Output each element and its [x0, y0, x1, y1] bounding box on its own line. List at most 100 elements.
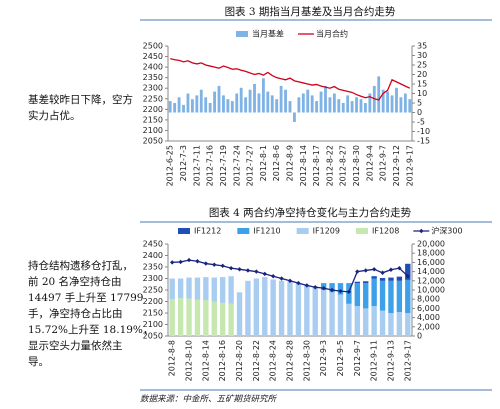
- bar: [293, 112, 296, 122]
- marker: [254, 269, 259, 274]
- bar: [306, 89, 310, 113]
- x-tick-label: 2012-9-17: [405, 145, 414, 186]
- note-line: 显示空头力量依然主: [28, 340, 123, 352]
- bar: [328, 97, 332, 113]
- bar: [337, 283, 344, 295]
- bar: [204, 97, 208, 113]
- bar: [261, 78, 265, 113]
- marker: [388, 267, 394, 272]
- x-tick-label: 2012-9-5: [336, 340, 345, 376]
- legend-label: IF1209: [313, 227, 340, 236]
- x-tick-label: 2012-9-12: [392, 145, 401, 186]
- bar: [312, 286, 318, 336]
- x-tick-label: 2012-8-22: [252, 340, 261, 381]
- bar: [408, 99, 412, 113]
- note-line: 前 20 名净空持仓由: [28, 276, 122, 288]
- x-tick-label: 2012-7-16: [206, 145, 215, 186]
- y2-tick-label: 15: [417, 80, 427, 89]
- x-tick-label: 2012-9-11: [370, 340, 379, 381]
- x-tick-label: 2012-9-4: [365, 145, 374, 181]
- bar: [371, 278, 377, 307]
- marker: [304, 283, 310, 288]
- y-tick-label: 2150: [143, 309, 163, 318]
- y-tick-label: 2200: [143, 297, 163, 306]
- marker: [279, 276, 284, 281]
- bar: [253, 278, 260, 336]
- x-tick-label: 2012-7-27: [246, 145, 255, 186]
- y2-tick-label: 35: [417, 42, 427, 51]
- bar: [266, 91, 270, 113]
- bar: [199, 89, 203, 113]
- bar: [226, 99, 230, 113]
- note-line: 14497 手上升至 17799: [28, 292, 144, 304]
- bar: [245, 280, 251, 336]
- bar: [403, 93, 407, 113]
- legend-label: 当月合约: [316, 29, 348, 39]
- bar: [208, 103, 212, 113]
- bar: [213, 91, 217, 113]
- marker: [212, 262, 217, 267]
- legend-label: IF1212: [194, 227, 221, 236]
- x-tick-label: 2012-8-16: [218, 340, 227, 381]
- x-tick-label: 2012-9-7: [379, 145, 388, 181]
- bar: [329, 292, 335, 336]
- bar: [354, 281, 361, 284]
- y2-tick-label: 0: [417, 332, 422, 341]
- bar: [399, 97, 403, 113]
- y2-tick-label: -5: [417, 118, 425, 127]
- chart-title: 图表 3 期指当月基差及当月合约走势: [225, 5, 396, 18]
- bar: [222, 95, 225, 113]
- bar: [219, 302, 226, 336]
- bar: [346, 95, 350, 113]
- x-tick-label: 2012-8-27: [339, 145, 348, 186]
- y2-tick-label: 20: [417, 70, 427, 79]
- marker: [228, 265, 234, 271]
- y-tick-label: 2350: [143, 73, 163, 82]
- marker: [371, 267, 377, 272]
- note-line: 基差较昨日下降，空方: [28, 94, 133, 106]
- y-tick-label: 2300: [143, 84, 163, 93]
- bar: [295, 283, 302, 336]
- bar: [244, 97, 248, 113]
- marker: [178, 259, 183, 265]
- marker: [397, 265, 402, 271]
- legend-swatch: [236, 31, 248, 37]
- x-tick-label: 2012-8-22: [325, 145, 334, 186]
- legend-swatch: [296, 228, 309, 234]
- bar: [194, 299, 201, 336]
- y-tick-label: 2350: [143, 263, 163, 272]
- legend-label: 当月基差: [252, 29, 284, 39]
- bar: [236, 292, 243, 336]
- y-tick-label: 2200: [143, 105, 163, 114]
- line: [170, 58, 411, 101]
- chart-title: 图表 4 两合约净空持仓变化与主力合约走势: [209, 206, 412, 219]
- bar: [279, 85, 283, 113]
- bar: [177, 298, 184, 336]
- bar: [310, 95, 314, 113]
- x-tick-label: 2012-6-25: [166, 145, 175, 186]
- y-tick-label: 2400: [143, 251, 163, 260]
- bar: [186, 93, 190, 113]
- bar: [332, 93, 336, 113]
- y-tick-label: 2150: [143, 115, 163, 124]
- bar: [379, 310, 386, 336]
- marker: [270, 274, 276, 279]
- y2-tick-label: 10: [417, 89, 427, 98]
- bar: [284, 89, 287, 113]
- y-tick-label: 2100: [143, 126, 163, 135]
- note-line: 导。: [28, 356, 49, 368]
- x-tick-label: 2012-7-24: [232, 145, 241, 186]
- x-tick-label: 2012-8-30: [302, 340, 311, 381]
- x-tick-label: 2012-9-13: [386, 340, 395, 381]
- bar: [381, 89, 385, 113]
- bar: [395, 87, 398, 113]
- y-tick-label: 2050: [143, 332, 163, 341]
- bar: [388, 277, 394, 281]
- marker: [329, 287, 335, 293]
- bar: [195, 95, 199, 113]
- x-tick-label: 2012-8-8: [168, 340, 177, 376]
- marker: [186, 257, 192, 263]
- y-tick-label: 2100: [143, 320, 163, 329]
- marker: [355, 269, 360, 274]
